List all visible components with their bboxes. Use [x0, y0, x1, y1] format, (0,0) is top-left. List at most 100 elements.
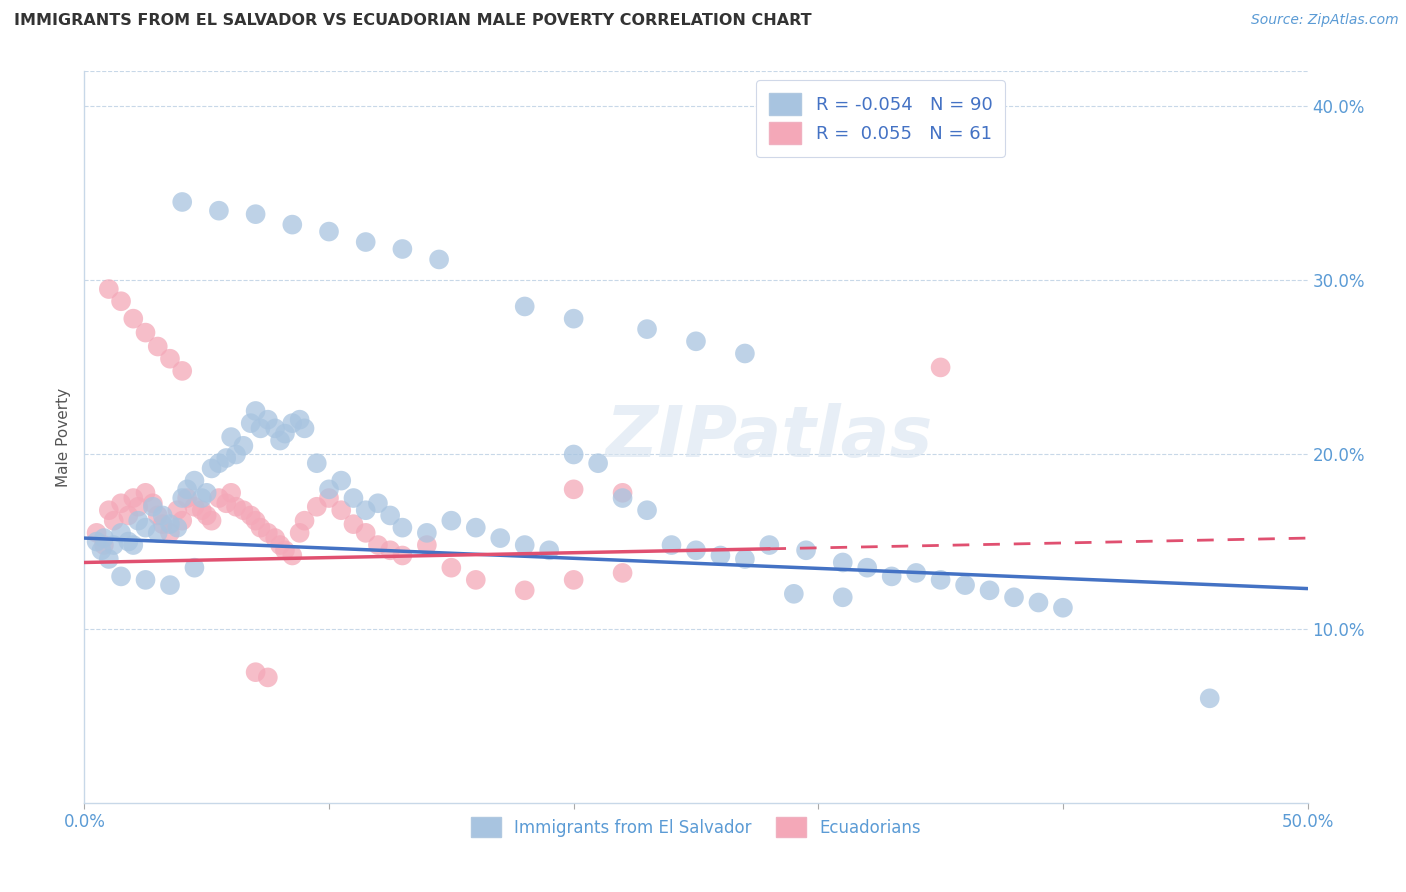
Point	[318, 225, 340, 239]
Point	[831, 591, 853, 605]
Point	[219, 485, 242, 500]
Point	[489, 531, 512, 545]
Point	[281, 416, 304, 430]
Point	[249, 421, 271, 435]
Point	[172, 194, 194, 209]
Point	[127, 500, 149, 514]
Y-axis label: Male Poverty: Male Poverty	[56, 387, 72, 487]
Point	[288, 525, 311, 540]
Point	[342, 517, 364, 532]
Point	[288, 412, 311, 426]
Point	[294, 421, 316, 435]
Point	[831, 556, 853, 570]
Point	[281, 218, 304, 232]
Point	[208, 203, 231, 218]
Point	[513, 538, 536, 552]
Legend: Immigrants from El Salvador, Ecuadorians: Immigrants from El Salvador, Ecuadorians	[463, 809, 929, 846]
Point	[562, 573, 585, 587]
Point	[146, 339, 169, 353]
Point	[318, 491, 340, 505]
Point	[117, 508, 139, 523]
Point	[103, 514, 125, 528]
Point	[166, 503, 188, 517]
Point	[636, 322, 658, 336]
Point	[183, 474, 205, 488]
Point	[391, 242, 413, 256]
Point	[152, 508, 174, 523]
Point	[274, 426, 297, 441]
Point	[93, 538, 115, 552]
Point	[86, 525, 108, 540]
Point	[146, 525, 169, 540]
Point	[612, 566, 634, 580]
Point	[215, 496, 238, 510]
Point	[110, 569, 132, 583]
Point	[1028, 595, 1050, 609]
Point	[245, 404, 267, 418]
Point	[219, 430, 242, 444]
Point	[305, 456, 328, 470]
Point	[172, 491, 194, 505]
Text: IMMIGRANTS FROM EL SALVADOR VS ECUADORIAN MALE POVERTY CORRELATION CHART: IMMIGRANTS FROM EL SALVADOR VS ECUADORIA…	[14, 13, 811, 29]
Point	[513, 300, 536, 314]
Point	[734, 346, 756, 360]
Point	[562, 448, 585, 462]
Point	[354, 235, 377, 249]
Point	[1002, 591, 1025, 605]
Point	[380, 543, 402, 558]
Point	[586, 456, 609, 470]
Point	[257, 670, 280, 684]
Point	[176, 483, 198, 497]
Point	[709, 549, 731, 563]
Point	[127, 514, 149, 528]
Point	[245, 514, 267, 528]
Point	[142, 500, 165, 514]
Point	[239, 416, 262, 430]
Point	[464, 521, 486, 535]
Point	[856, 560, 879, 574]
Point	[562, 311, 585, 326]
Point	[330, 503, 353, 517]
Point	[367, 538, 389, 552]
Point	[208, 491, 231, 505]
Point	[239, 508, 262, 523]
Point	[183, 500, 205, 514]
Point	[97, 282, 120, 296]
Point	[330, 474, 353, 488]
Point	[391, 521, 413, 535]
Point	[200, 514, 222, 528]
Point	[1052, 600, 1074, 615]
Point	[152, 517, 174, 532]
Point	[195, 485, 218, 500]
Point	[636, 503, 658, 517]
Point	[191, 491, 214, 505]
Point	[318, 483, 340, 497]
Point	[183, 560, 205, 574]
Point	[135, 326, 157, 340]
Point	[929, 360, 952, 375]
Point	[685, 543, 707, 558]
Point	[110, 496, 132, 510]
Point	[979, 583, 1001, 598]
Point	[274, 543, 297, 558]
Point	[342, 491, 364, 505]
Point	[367, 496, 389, 510]
Point	[513, 583, 536, 598]
Point	[416, 525, 439, 540]
Point	[685, 334, 707, 349]
Point	[142, 496, 165, 510]
Point	[953, 578, 976, 592]
Point	[135, 485, 157, 500]
Point	[538, 543, 561, 558]
Point	[208, 456, 231, 470]
Point	[281, 549, 304, 563]
Point	[794, 543, 817, 558]
Point	[122, 538, 145, 552]
Point	[380, 508, 402, 523]
Point	[117, 534, 139, 549]
Point	[880, 569, 903, 583]
Point	[264, 421, 287, 435]
Point	[122, 491, 145, 505]
Point	[612, 491, 634, 505]
Point	[245, 207, 267, 221]
